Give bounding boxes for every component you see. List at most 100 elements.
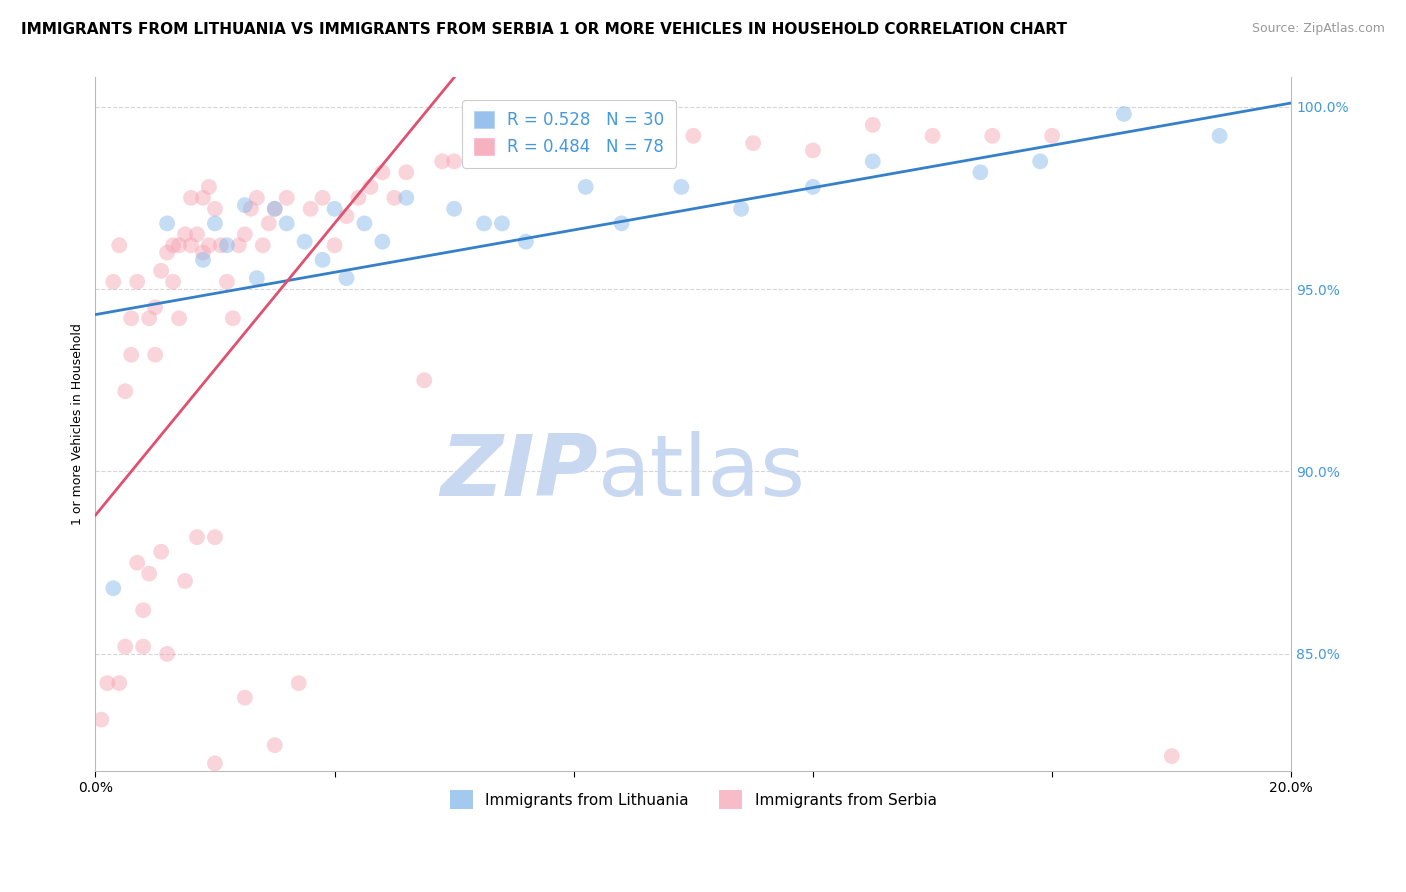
Point [1112, 107, 1135, 121]
Text: ZIP: ZIP [440, 431, 598, 514]
Point [472, 216, 495, 230]
Point [90, 713, 112, 727]
Point [127, 556, 149, 570]
Point [1029, 154, 1052, 169]
Point [143, 301, 166, 315]
Point [862, 118, 884, 132]
Point [1160, 749, 1182, 764]
Text: IMMIGRANTS FROM LITHUANIA VS IMMIGRANTS FROM SERBIA 1 OR MORE VEHICLES IN HOUSEH: IMMIGRANTS FROM LITHUANIA VS IMMIGRANTS … [21, 22, 1067, 37]
Point [623, 136, 645, 150]
Point [430, 154, 453, 169]
Point [592, 136, 614, 150]
Point [287, 676, 309, 690]
Point [108, 676, 131, 690]
Point [472, 144, 495, 158]
Point [353, 216, 375, 230]
Point [276, 216, 298, 230]
Text: atlas: atlas [598, 431, 806, 514]
Point [801, 144, 824, 158]
Point [246, 191, 269, 205]
Point [311, 191, 333, 205]
Legend: Immigrants from Lithuania, Immigrants from Serbia: Immigrants from Lithuania, Immigrants fr… [444, 784, 942, 815]
Point [263, 738, 285, 752]
Point [167, 238, 190, 252]
Point [239, 202, 262, 216]
Point [156, 647, 179, 661]
Point [191, 191, 214, 205]
Point [491, 216, 513, 230]
Point [162, 275, 184, 289]
Point [108, 238, 131, 252]
Point [263, 202, 285, 216]
Point [96, 676, 118, 690]
Point [294, 235, 316, 249]
Point [443, 154, 465, 169]
Point [921, 128, 943, 143]
Point [114, 384, 136, 399]
Point [562, 128, 585, 143]
Point [413, 373, 436, 387]
Point [180, 191, 202, 205]
Point [257, 216, 280, 230]
Point [138, 566, 160, 581]
Point [156, 216, 179, 230]
Point [215, 238, 238, 252]
Point [371, 235, 394, 249]
Point [1208, 128, 1230, 143]
Point [801, 180, 824, 194]
Point [132, 640, 155, 654]
Point [730, 202, 752, 216]
Point [335, 209, 357, 223]
Point [395, 191, 418, 205]
Point [515, 235, 537, 249]
Point [120, 348, 142, 362]
Point [198, 238, 221, 252]
Point [186, 530, 208, 544]
Point [233, 227, 256, 242]
Point [222, 311, 245, 326]
Point [204, 216, 226, 230]
Text: Source: ZipAtlas.com: Source: ZipAtlas.com [1251, 22, 1385, 36]
Point [359, 180, 381, 194]
Point [335, 271, 357, 285]
Point [204, 756, 226, 771]
Y-axis label: 1 or more Vehicles in Household: 1 or more Vehicles in Household [72, 323, 84, 525]
Point [103, 275, 125, 289]
Point [150, 264, 173, 278]
Point [233, 690, 256, 705]
Point [575, 180, 598, 194]
Point [204, 530, 226, 544]
Point [682, 128, 704, 143]
Point [382, 191, 405, 205]
Point [443, 202, 465, 216]
Point [252, 238, 274, 252]
Point [150, 545, 173, 559]
Point [323, 238, 346, 252]
Point [191, 252, 214, 267]
Point [156, 245, 179, 260]
Point [186, 227, 208, 242]
Point [969, 165, 991, 179]
Point [1040, 128, 1063, 143]
Point [228, 238, 250, 252]
Point [263, 202, 285, 216]
Point [246, 271, 269, 285]
Point [138, 311, 160, 326]
Point [503, 144, 526, 158]
Point [347, 191, 370, 205]
Point [233, 198, 256, 212]
Point [323, 202, 346, 216]
Point [180, 238, 202, 252]
Point [174, 227, 197, 242]
Point [299, 202, 322, 216]
Point [276, 191, 298, 205]
Point [114, 640, 136, 654]
Point [167, 311, 190, 326]
Point [209, 238, 232, 252]
Point [671, 180, 693, 194]
Point [311, 252, 333, 267]
Point [120, 311, 142, 326]
Point [215, 275, 238, 289]
Point [981, 128, 1004, 143]
Point [395, 165, 418, 179]
